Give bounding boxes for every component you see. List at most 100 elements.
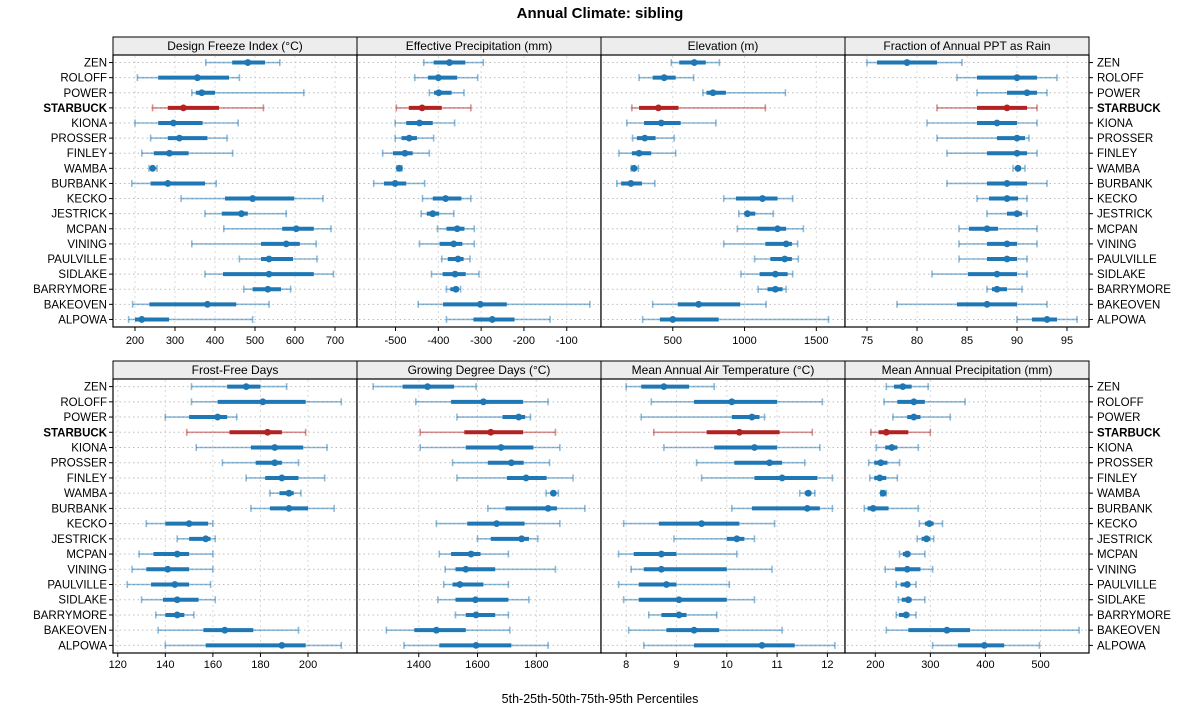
- percentile-row-alpowa-fraction-of-annual-ppt-as-rain: [1016, 315, 1078, 323]
- percentile-row-barrymore-growing-degree-days-c: [454, 611, 510, 619]
- percentile-row-paulville-design-freeze-index-c: [238, 255, 318, 263]
- percentile-row-barrymore-mean-annual-precipitation-mm: [895, 611, 917, 619]
- median-dot: [675, 596, 683, 604]
- station-label-left-kiona: KIONA: [71, 118, 107, 130]
- median-dot: [657, 565, 665, 573]
- percentile-row-roloff-effective-precipitation-mm: [413, 74, 479, 82]
- station-label-left-kiona: KIONA: [71, 443, 107, 455]
- x-tick-label: 200: [866, 659, 884, 671]
- percentile-row-kiona-effective-precipitation-mm: [394, 119, 456, 127]
- median-dot: [748, 413, 756, 421]
- median-dot: [660, 74, 668, 82]
- percentile-row-wamba-effective-precipitation-mm: [395, 164, 403, 172]
- percentile-row-alpowa-mean-annual-precipitation-mm: [931, 641, 1041, 649]
- percentile-row-wamba-design-freeze-index-c: [148, 164, 158, 172]
- x-tick-label: 200: [126, 335, 144, 347]
- percentile-row-power-frost-free-days: [164, 413, 238, 421]
- median-dot: [418, 104, 426, 112]
- station-label-left-barrymore: BARRYMORE: [33, 284, 107, 296]
- median-dot: [271, 459, 279, 467]
- median-dot: [487, 428, 495, 436]
- median-dot: [903, 550, 911, 558]
- station-label-right-finley: FINLEY: [1097, 148, 1138, 160]
- percentile-row-jestrick-effective-precipitation-mm: [420, 210, 455, 218]
- median-dot: [882, 428, 890, 436]
- station-label-left-zen: ZEN: [84, 382, 107, 394]
- x-tick-label: 12: [821, 659, 833, 671]
- station-label-right-bakeoven: BAKEOVEN: [1097, 625, 1160, 637]
- median-dot: [690, 626, 698, 634]
- panel-effective-precipitation-mm: [356, 54, 602, 328]
- percentile-row-mcpan-elevation-m: [736, 225, 805, 233]
- station-label-right-mcpan: MCPAN: [1097, 224, 1138, 236]
- median-dot: [902, 611, 910, 619]
- median-dot: [453, 225, 461, 233]
- x-tick-label: 500: [246, 335, 264, 347]
- percentile-row-prosser-mean-annual-precipitation-mm: [867, 459, 901, 467]
- percentile-row-finley-mean-annual-precipitation-mm: [868, 474, 899, 482]
- station-label-right-bakeoven: BAKEOVEN: [1097, 299, 1160, 311]
- panel-title-elevation-m: Elevation (m): [688, 39, 759, 53]
- percentile-row-paulville-effective-precipitation-mm: [440, 255, 471, 263]
- median-dot: [497, 444, 505, 451]
- percentile-row-zen-fraction-of-annual-ppt-as-rain: [866, 59, 963, 67]
- station-label-right-burbank: BURBANK: [1097, 178, 1153, 190]
- percentile-row-sidlake-design-freeze-index-c: [204, 270, 335, 278]
- station-label-left-starbuck: STARBUCK: [43, 103, 107, 115]
- percentile-row-wamba-elevation-m: [630, 164, 640, 172]
- panel-title-growing-degree-days-c: Growing Degree Days (°C): [408, 363, 551, 377]
- median-dot: [278, 641, 286, 649]
- x-tick-label: 95: [1061, 335, 1073, 347]
- x-tick-label: 500: [664, 335, 682, 347]
- percentile-row-kecko-effective-precipitation-mm: [421, 195, 472, 203]
- percentile-row-prosser-fraction-of-annual-ppt-as-rain: [936, 134, 1030, 142]
- percentile-row-bakeoven-effective-precipitation-mm: [417, 300, 591, 308]
- x-tick-label: 75: [861, 335, 873, 347]
- median-dot: [675, 611, 683, 619]
- percentile-row-alpowa-elevation-m: [641, 315, 830, 323]
- median-dot: [888, 444, 896, 451]
- median-dot: [515, 413, 523, 421]
- panel-title-mean-annual-air-temperature-c: Mean Annual Air Temperature (°C): [632, 363, 815, 377]
- percentile-row-mcpan-design-freeze-index-c: [223, 225, 332, 233]
- median-dot: [451, 270, 459, 278]
- x-tick-label: 8: [623, 659, 629, 671]
- percentile-row-zen-effective-precipitation-mm: [422, 59, 485, 67]
- station-label-right-kiona: KIONA: [1097, 443, 1133, 455]
- x-tick-label: 300: [921, 659, 939, 671]
- station-label-left-jestrick: JESTRICK: [51, 209, 107, 221]
- percentile-row-power-elevation-m: [702, 89, 787, 97]
- median-dot: [903, 59, 911, 66]
- percentile-row-mcpan-mean-annual-precipitation-mm: [898, 550, 926, 558]
- panel-elevation-m: [600, 54, 846, 328]
- percentile-row-bakeoven-design-freeze-index-c: [131, 300, 270, 308]
- station-label-left-prosser: PROSSER: [51, 133, 107, 145]
- percentile-row-prosser-mean-annual-air-temperature-c: [695, 459, 806, 467]
- median-dot: [778, 474, 786, 482]
- median-dot: [391, 180, 399, 187]
- station-label-left-power: POWER: [64, 412, 107, 424]
- median-dot: [728, 398, 736, 406]
- median-dot: [472, 596, 479, 604]
- median-dot: [744, 210, 751, 218]
- median-dot: [771, 285, 779, 293]
- percentile-row-burbank-mean-annual-air-temperature-c: [731, 504, 834, 512]
- median-dot: [669, 316, 677, 323]
- percentile-row-jestrick-frost-free-days: [176, 535, 217, 543]
- median-dot: [903, 581, 911, 588]
- median-dot: [1013, 74, 1021, 82]
- percentile-row-finley-frost-free-days: [245, 474, 326, 482]
- panel-mean-annual-air-temperature-c: [600, 378, 846, 654]
- percentile-row-prosser-effective-precipitation-mm: [394, 134, 435, 142]
- median-dot: [271, 444, 279, 451]
- x-tick-label: 1400: [406, 659, 430, 671]
- percentile-row-bakeoven-growing-degree-days-c: [385, 626, 511, 634]
- percentile-row-starbuck-effective-precipitation-mm: [395, 104, 472, 112]
- median-dot: [401, 149, 409, 157]
- station-label-left-zen: ZEN: [84, 58, 107, 70]
- median-dot: [522, 474, 530, 482]
- x-tick-label: 85: [961, 335, 973, 347]
- median-dot: [877, 459, 885, 467]
- percentile-row-bakeoven-mean-annual-air-temperature-c: [627, 626, 783, 634]
